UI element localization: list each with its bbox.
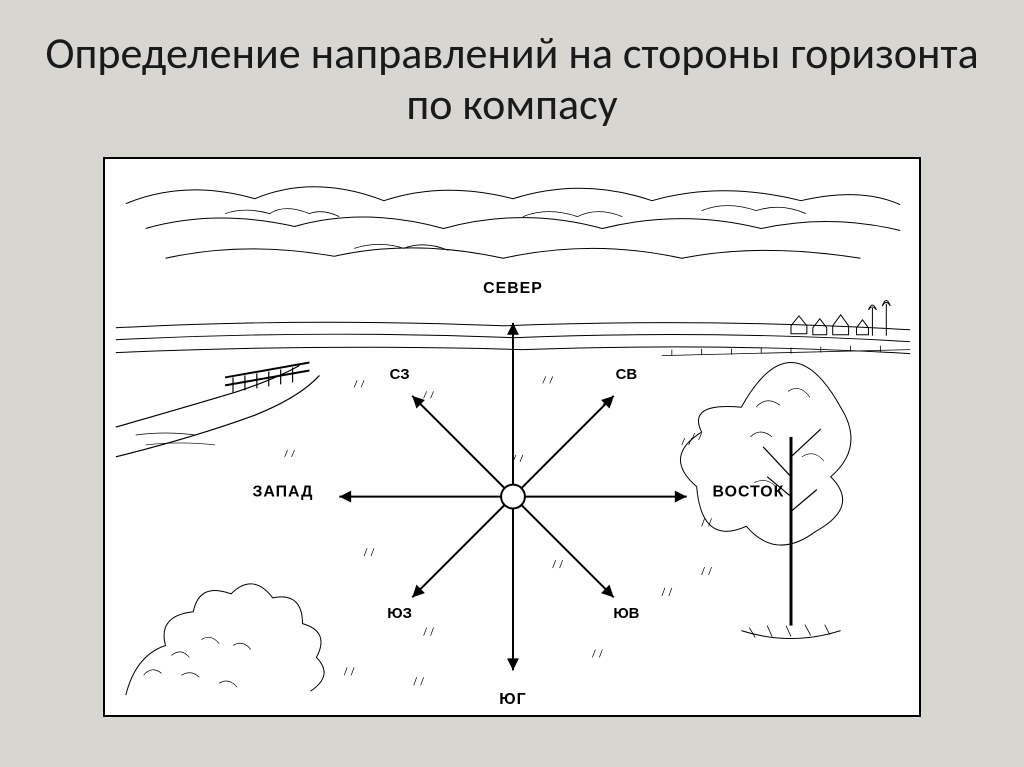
direction-label: СЕВЕР <box>483 280 543 297</box>
compass-rose: СЕВЕР СВ ВОСТОК ЮВ ЮГ ЮЗ ЗАПАД СЗ <box>252 280 784 708</box>
direction-label: СВ <box>616 367 638 383</box>
figure-frame: СЕВЕР СВ ВОСТОК ЮВ ЮГ ЮЗ ЗАПАД СЗ <box>103 157 921 717</box>
direction-label: ЗАПАД <box>252 484 313 501</box>
direction-label: ВОСТОК <box>713 484 785 501</box>
landscape-illustration: СЕВЕР СВ ВОСТОК ЮВ ЮГ ЮЗ ЗАПАД СЗ <box>105 159 919 715</box>
slide-title: Определение направлений на стороны гориз… <box>0 28 1024 129</box>
direction-label: СЗ <box>390 367 410 383</box>
grass <box>285 377 712 686</box>
direction-label: ЮГ <box>499 691 526 708</box>
sky <box>126 187 900 259</box>
village-right <box>791 301 890 336</box>
direction-label: ЮВ <box>613 606 639 622</box>
direction-label: ЮЗ <box>387 606 412 622</box>
river-bridge <box>116 363 320 457</box>
bush-left <box>126 584 324 695</box>
